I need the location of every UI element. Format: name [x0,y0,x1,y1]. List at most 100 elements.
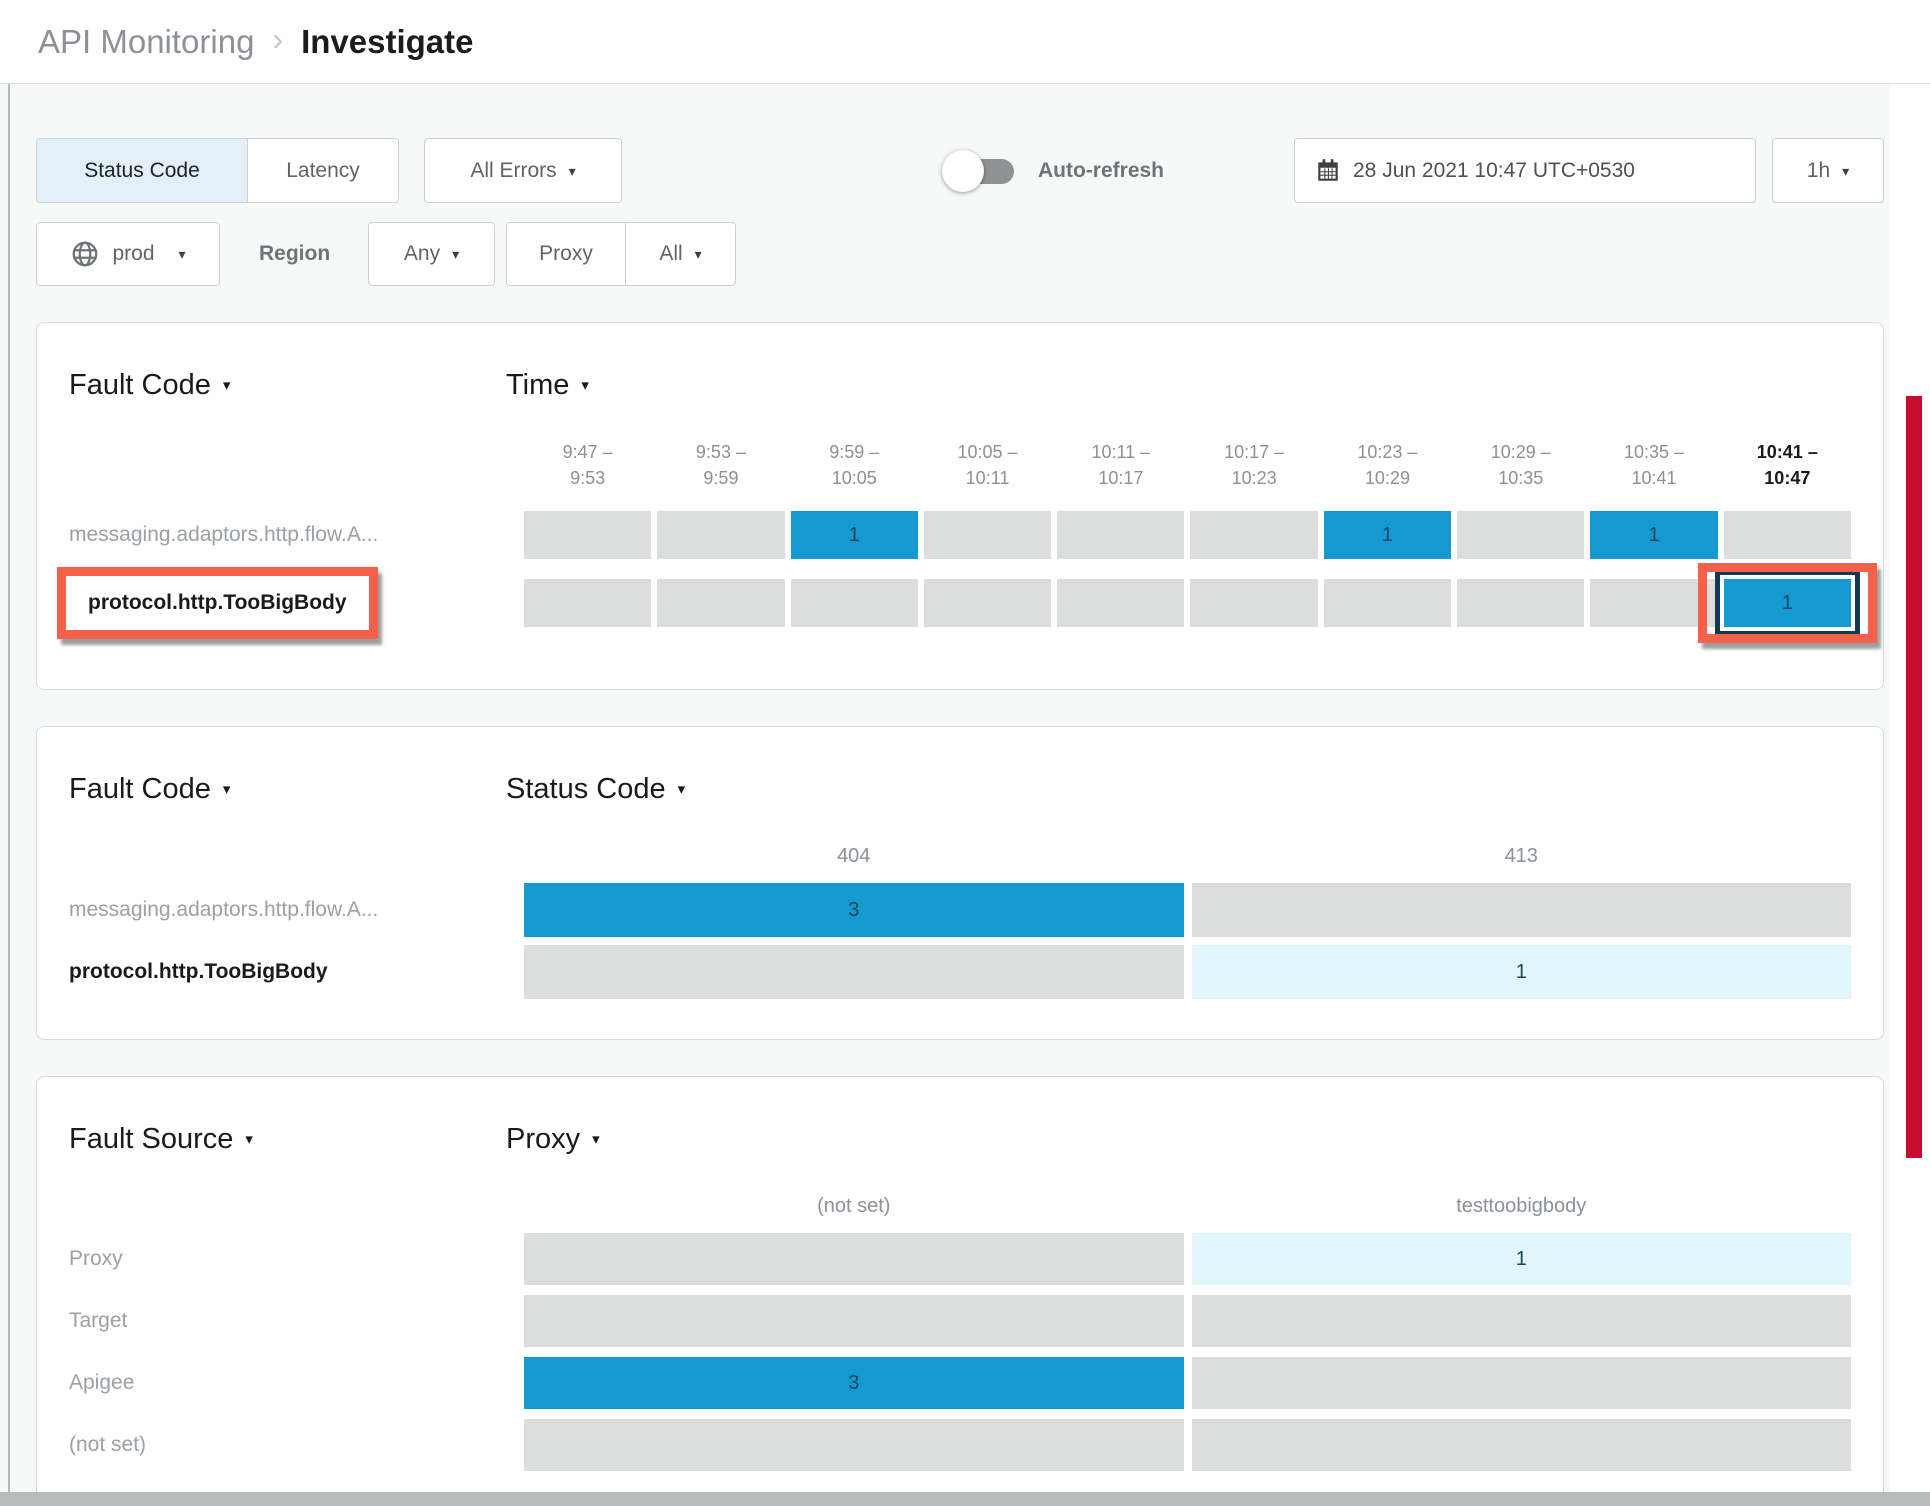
row-dimension-dropdown[interactable]: Fault Code ▾ [69,771,506,807]
heatmap-cell[interactable] [1191,883,1851,937]
heatmap-cell[interactable] [524,945,1184,999]
heatmap-cell[interactable] [524,1419,1184,1471]
row-dimension-dropdown[interactable]: Fault Source ▾ [69,1121,506,1157]
metric-tab-group: Status Code Latency [36,138,399,203]
col-dimension-label: Proxy [506,1123,581,1155]
heatmap-cell[interactable]: 1 [1323,511,1452,559]
heatmap-cell[interactable] [524,1295,1184,1347]
heatmap-cell[interactable] [1723,511,1851,559]
cell-value: 3 [848,1371,860,1394]
row-dimension-label: Fault Code [69,773,211,805]
column-header: 10:29 –10:35 [1490,442,1551,488]
table-row: Apigee 3 [69,1357,1851,1409]
col-dimension-dropdown[interactable]: Status Code ▾ [506,771,685,807]
heatmap-cell[interactable] [923,511,1052,559]
errors-dropdown-label: All Errors [470,158,557,182]
heatmap-cell[interactable] [1590,579,1718,627]
table-row: Target [69,1295,1851,1347]
heatmap-cell[interactable] [1191,1295,1851,1347]
duration-dropdown[interactable]: 1h ▾ [1772,138,1884,203]
chevron-down-icon: ▾ [222,780,231,798]
col-dimension-dropdown[interactable]: Proxy ▾ [506,1121,600,1157]
column-header: 10:05 –10:11 [957,442,1018,488]
table-row: messaging.adaptors.http.flow.A... 1 1 1 [69,511,1851,559]
heatmap-cell[interactable] [1191,1419,1851,1471]
column-header-row: 404 413 [69,843,1851,869]
duration-value: 1h [1806,158,1831,182]
panel-fault-code-status-code: Fault Code ▾ Status Code ▾ 404 413 messag… [36,726,1884,1040]
table-row: (not set) [69,1419,1851,1471]
calendar-icon [1318,158,1338,181]
heatmap-cell[interactable] [524,1233,1184,1285]
cell-value: 1 [1515,1247,1527,1270]
chevron-down-icon: ▾ [452,246,460,262]
heatmap-cell[interactable] [790,579,918,627]
heatmap-cell[interactable] [657,579,785,627]
cell-value: 1 [1781,591,1793,614]
row-dimension-dropdown[interactable]: Fault Code ▾ [69,367,506,403]
heatmap-cell[interactable]: 1 [1590,511,1718,559]
region-dropdown[interactable]: Any ▾ [368,222,495,286]
chevron-down-icon: ▾ [222,376,231,394]
globe-icon [73,241,98,267]
annotation-box: protocol.http.TooBigBody [57,567,378,639]
heatmap-cell[interactable] [1323,579,1452,627]
toolbar-row-1: Status Code Latency All Errors ▾ Auto-re… [36,138,1930,203]
col-dimension-label: Time [506,369,570,401]
heatmap-cell[interactable]: 1 [1191,1233,1851,1285]
proxy-filter-group: Proxy All ▾ [506,222,736,286]
chevron-down-icon: ▾ [677,780,686,798]
heatmap-cell[interactable] [524,579,652,627]
environment-dropdown[interactable]: prod ▾ [36,222,220,286]
column-header: 10:41 –10:47 [1756,442,1818,488]
errors-dropdown[interactable]: All Errors ▾ [424,138,622,203]
heatmap-cell[interactable] [1190,511,1318,559]
row-label: Apigee [69,1371,135,1394]
annotation-scroll-marker [1906,396,1922,1158]
heatmap-cell[interactable]: 1 [790,511,918,559]
heatmap-cell[interactable] [1457,579,1585,627]
panel-header: Fault Code ▾ Time ▾ [69,367,1851,403]
datetime-picker[interactable]: 28 Jun 2021 10:47 UTC+0530 [1294,138,1756,203]
heatmap-cell[interactable] [923,579,1052,627]
heatmap-cell[interactable] [1057,511,1185,559]
heatmap-cell[interactable] [1057,579,1185,627]
column-header-row: 9:47 –9:53 9:53 –9:59 9:59 –10:05 10:05 –10… [69,439,1851,491]
environment-value: prod [112,242,155,265]
column-header: 9:47 –9:53 [562,442,613,488]
toolbar-row-2: prod ▾ Region Any ▾ Proxy All ▾ [36,222,1930,286]
proxy-filter-dropdown[interactable]: All ▾ [625,222,736,286]
heatmap-cell[interactable] [1191,1357,1851,1409]
heatmap-cell[interactable]: 1 [1697,563,1878,643]
breadcrumb-section[interactable]: API Monitoring [38,22,255,60]
heatmap-cell[interactable]: 3 [524,883,1184,937]
heatmap-cell[interactable]: 3 [524,1357,1184,1409]
auto-refresh-label: Auto-refresh [1038,158,1165,182]
column-header: 9:59 –10:05 [829,442,880,488]
panel-header: Fault Source ▾ Proxy ▾ [69,1121,1851,1157]
row-label: messaging.adaptors.http.flow.A... [69,523,379,546]
table-row: protocol.http.TooBigBody 1 [57,563,1878,643]
heatmap-cell[interactable] [1190,579,1318,627]
row-label: Target [69,1309,128,1332]
chevron-down-icon: ▾ [581,376,589,394]
datetime-value: 28 Jun 2021 10:47 UTC+0530 [1353,158,1635,182]
tab-status-code[interactable]: Status Code [36,138,248,203]
heatmap-cell[interactable] [657,511,785,559]
heatmap-cell[interactable]: 1 [1191,945,1851,999]
page-header: API Monitoring › Investigate [0,0,1930,84]
proxy-filter-label[interactable]: Proxy [506,222,626,286]
col-dimension-dropdown[interactable]: Time ▾ [506,367,589,403]
heatmap-cell[interactable] [524,511,652,559]
column-header: 9:53 –9:59 [695,442,746,488]
tab-latency[interactable]: Latency [247,138,399,203]
breadcrumb-separator-icon: › [272,21,284,57]
region-label: Region [259,242,331,265]
auto-refresh-toggle[interactable] [942,150,1016,192]
row-label: Proxy [69,1247,123,1270]
row-label: (not set) [69,1433,147,1456]
col-dimension-label: Status Code [506,773,666,805]
panel-fault-code-time: Fault Code ▾ Time ▾ 9:47 –9:53 9:53 –9:59… [36,322,1884,690]
heatmap-cell[interactable] [1457,511,1585,559]
column-header-row: (not set) testtoobigbody [69,1193,1851,1219]
